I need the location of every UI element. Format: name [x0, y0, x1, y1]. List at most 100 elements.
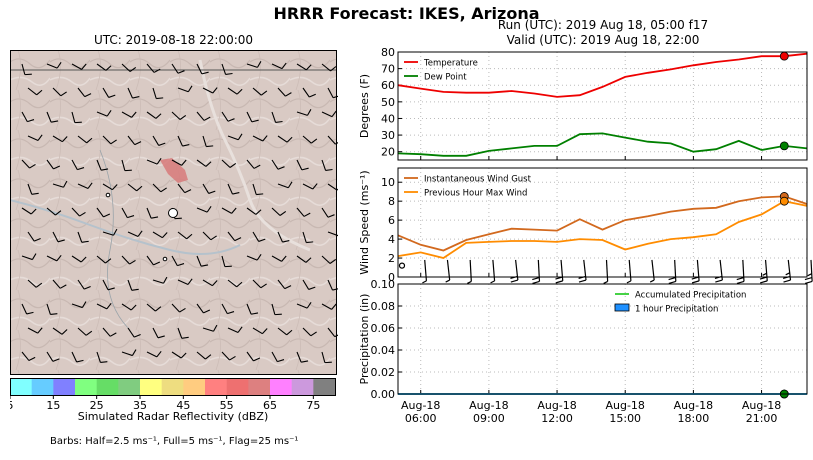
wind-barb — [321, 255, 331, 264]
wind-barb-flag — [201, 264, 209, 267]
wind-barb-flag — [187, 278, 193, 285]
wind-barb — [127, 87, 133, 99]
wind-barb-flag — [132, 96, 140, 99]
x-tick-label: 06:00 — [405, 412, 437, 425]
wind-barb — [321, 207, 329, 218]
wind-barb — [146, 351, 158, 358]
wind-barb — [96, 111, 108, 117]
current-value-marker — [779, 196, 789, 206]
map-wind-barbs — [21, 61, 338, 364]
wind-barb — [296, 255, 307, 263]
run-line: Run (UTC): 2019 Aug 18, 05:00 f17 — [497, 18, 709, 32]
wind-barb — [71, 207, 80, 217]
wind-barb-flag — [177, 263, 185, 267]
barb-legend-note: Barbs: Half=2.5 ms⁻¹, Full=5 ms⁻¹, Flag=… — [50, 436, 299, 447]
wind-barb — [296, 63, 307, 71]
wind-barb — [196, 351, 206, 360]
wind-barb-flag — [232, 192, 240, 195]
wind-barb-flag — [179, 307, 186, 313]
wind-barb-flag — [206, 145, 214, 148]
wind-barb-flag — [156, 97, 164, 100]
wind-barb-flag — [85, 330, 93, 336]
wind-barb — [246, 255, 258, 261]
wind-barb-flag — [81, 301, 87, 308]
wind-barb-flag — [184, 189, 192, 194]
wind-barb-flag — [279, 211, 287, 216]
y-tick-label: 10 — [381, 176, 395, 189]
wind-barb — [96, 63, 107, 71]
wind-barb — [77, 183, 89, 189]
wind-barb — [302, 231, 307, 243]
wind-barb — [302, 183, 314, 190]
wind-barb-flag — [59, 284, 67, 289]
legend-label: Temperature — [423, 59, 478, 69]
wind-barb — [221, 111, 229, 122]
wind-barb — [52, 327, 63, 335]
wind-barb-flag — [160, 187, 167, 193]
wind-barb-flag — [804, 277, 813, 281]
wind-barb-flag — [736, 280, 745, 285]
wind-barb-flag — [87, 182, 93, 189]
wind-barb — [71, 159, 78, 170]
wind-barb — [171, 255, 178, 266]
wind-barb-flag — [79, 211, 86, 217]
colorbar-cell — [226, 378, 249, 395]
wind-barb — [171, 303, 180, 313]
wind-barb — [177, 279, 189, 285]
wind-barb — [227, 87, 238, 95]
wind-barb-flag — [106, 302, 112, 310]
wind-barb-flag — [237, 326, 243, 333]
wind-barb-flag — [762, 272, 767, 276]
y-tick-label: 20 — [381, 146, 395, 159]
wind-barb-flag — [162, 232, 168, 239]
wind-barb-flag — [36, 89, 43, 96]
wind-barb — [221, 63, 227, 75]
legend-label: Accumulated Precipitation — [635, 291, 746, 301]
valid-line: Valid (UTC): 2019 Aug 18, 22:00 — [506, 33, 700, 47]
wind-barb-flag — [180, 352, 187, 359]
y-tick-label: 6 — [388, 214, 395, 227]
wind-barb — [177, 135, 183, 147]
wind-barb-flag — [275, 120, 283, 123]
wind-barb — [221, 303, 228, 314]
wind-barb-flag — [177, 70, 185, 74]
wind-barb-flag — [181, 159, 187, 166]
x-tick-label: Aug-18 — [742, 399, 781, 412]
wind-barb-flag — [312, 183, 318, 190]
wind-barb-flag — [206, 205, 212, 213]
x-tick-label: 15:00 — [609, 412, 641, 425]
wind-barb-flag — [56, 254, 62, 262]
map-title: UTC: 2019-08-18 22:00:00 — [93, 33, 254, 47]
x-tick-label: Aug-18 — [605, 399, 644, 412]
wind-barb-flag — [103, 213, 111, 218]
x-tick-label: Aug-18 — [401, 399, 440, 412]
wind-barb — [102, 231, 114, 236]
wind-barb — [27, 327, 38, 334]
y-tick-label: 8 — [388, 195, 395, 208]
wind-barb-flag — [626, 280, 632, 284]
wind-barb-flag — [55, 210, 62, 216]
wind-barb — [152, 183, 162, 193]
wind-barb — [121, 63, 131, 72]
wind-barb — [52, 135, 63, 143]
wind-barb-flag — [105, 65, 112, 71]
wind-barb-flag — [603, 280, 608, 284]
wind-barb-flag — [129, 259, 136, 265]
wind-barb — [71, 63, 82, 70]
wind-barb-flag — [151, 216, 159, 219]
x-tick-label: 18:00 — [678, 412, 710, 425]
wind-barb-flag — [108, 94, 116, 98]
wind-barb — [196, 255, 202, 267]
wind-barb-flag — [208, 190, 216, 194]
wind-barb — [27, 87, 38, 96]
wind-barb — [202, 135, 207, 147]
wind-barb-flag — [305, 257, 312, 263]
wind-barb — [296, 303, 308, 309]
wind-barb-flag — [532, 280, 540, 285]
y-tick-label: 4 — [388, 233, 395, 246]
wind-barb-flag — [310, 331, 317, 337]
wind-barb-flag — [61, 329, 68, 335]
wind-barb-flag — [253, 164, 261, 169]
wind-barb-flag — [668, 280, 676, 285]
wind-barb — [296, 351, 302, 363]
